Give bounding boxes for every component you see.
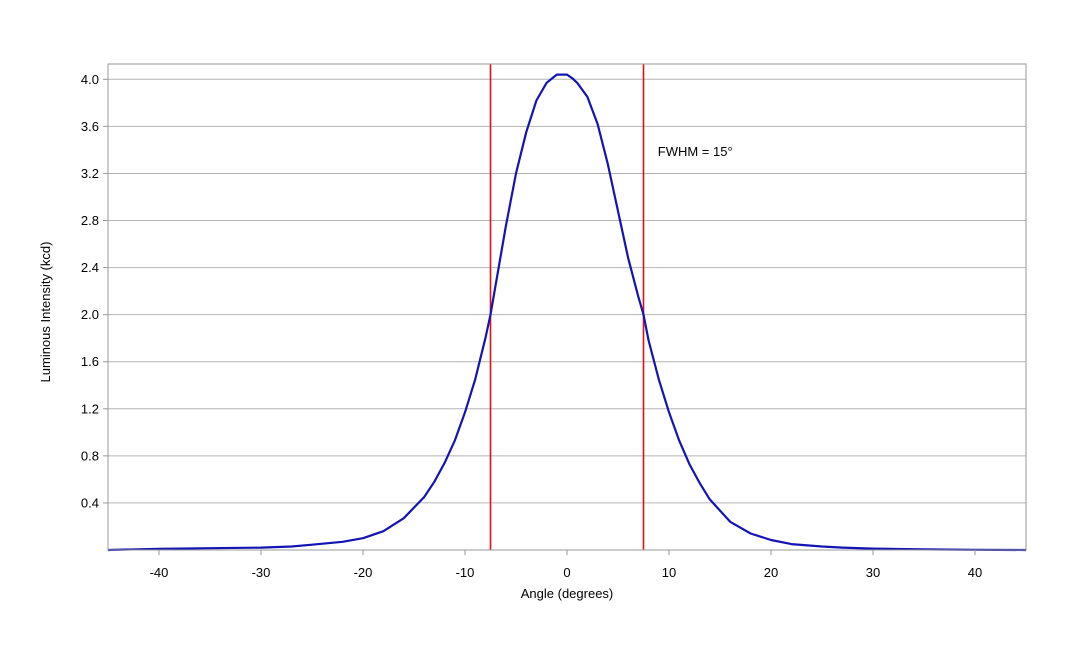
y-tick-label: 2.4 (81, 260, 99, 275)
series-layer (107, 73, 1027, 552)
x-tick-label: -20 (354, 565, 373, 580)
x-tick-label: 30 (866, 565, 880, 580)
fwhm-annotation: FWHM = 15° (658, 144, 733, 159)
y-tick-label: 1.2 (81, 401, 99, 416)
x-tick-label: 10 (662, 565, 676, 580)
x-tick-label: 20 (764, 565, 778, 580)
x-tick-label: -30 (252, 565, 271, 580)
x-axis-label: Angle (degrees) (521, 586, 614, 601)
y-tick-label: 2.8 (81, 213, 99, 228)
x-axis-ticks: -40 -30 -20 -10 0 10 20 30 40 (150, 550, 982, 580)
intensity-curve (107, 73, 1027, 552)
y-tick-label: 3.6 (81, 119, 99, 134)
y-tick-label: 0.4 (81, 495, 99, 510)
y-tick-label: 4.0 (81, 72, 99, 87)
y-axis-ticks: 0.4 0.8 1.2 1.6 2.0 2.4 2.8 3.2 3.6 4.0 (81, 72, 108, 510)
y-tick-label: 1.6 (81, 354, 99, 369)
y-tick-label: 2.0 (81, 307, 99, 322)
y-tick-label: 0.8 (81, 448, 99, 463)
grid-lines (108, 78, 1026, 504)
y-axis-label: Luminous Intensity (kcd) (38, 242, 53, 383)
x-tick-label: 40 (968, 565, 982, 580)
plot-area-border (107, 63, 1027, 551)
x-tick-label: -10 (456, 565, 475, 580)
fwhm-reference-lines (489, 64, 645, 550)
y-tick-label: 3.2 (81, 166, 99, 181)
x-tick-label: -40 (150, 565, 169, 580)
x-tick-label: 0 (563, 565, 570, 580)
